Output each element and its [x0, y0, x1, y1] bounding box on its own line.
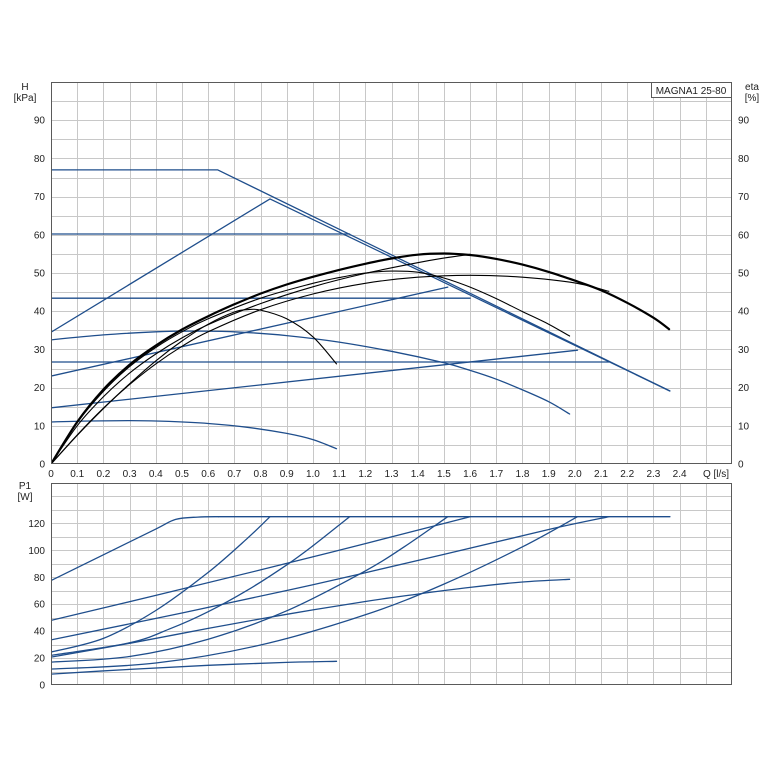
model-label: MAGNA1 25-80	[656, 86, 727, 97]
power-curve	[51, 516, 220, 582]
efficiency-tick-label: 40	[738, 307, 750, 318]
power-plot-frame	[51, 483, 732, 685]
efficiency-curve	[51, 308, 338, 464]
efficiency-tick-label: 10	[738, 421, 750, 432]
flow-tick-label: 1.2	[358, 469, 372, 480]
efficiency-tick-label: 20	[738, 383, 750, 394]
head-axis-unit: [kPa]	[14, 93, 37, 104]
head-axis-label: H	[21, 82, 28, 93]
flow-tick-label: 0.4	[149, 469, 163, 480]
flow-tick-label: 0.2	[96, 469, 110, 480]
efficiency-curve	[51, 252, 671, 464]
flow-tick-label: 0.8	[254, 469, 268, 480]
flow-tick-label: 2.1	[594, 469, 608, 480]
head-tick-label: 20	[34, 383, 46, 394]
head-efficiency-curves	[51, 169, 671, 464]
head-plot-frame	[51, 82, 732, 464]
flow-tick-label: 1.4	[411, 469, 425, 480]
head-tick-label: 80	[34, 154, 46, 165]
power-curve	[51, 516, 579, 670]
flow-tick-label: 0.5	[175, 469, 189, 480]
head-tick-label: 60	[34, 230, 46, 241]
flow-tick-label: 1.1	[332, 469, 346, 480]
power-axis-unit: [W]	[18, 492, 33, 503]
flow-tick-label: 0.6	[201, 469, 215, 480]
head-curve	[51, 419, 338, 450]
power-grid	[51, 483, 732, 685]
flow-tick-label: 2.0	[568, 469, 582, 480]
flow-tick-label: 2.2	[620, 469, 634, 480]
power-axis-label: P1	[19, 481, 32, 492]
efficiency-tick-label: 60	[738, 230, 750, 241]
power-tick-label: 0	[39, 681, 45, 692]
power-curve	[51, 516, 610, 641]
flow-tick-label: 2.4	[673, 469, 687, 480]
efficiency-tick-label: 50	[738, 269, 750, 280]
power-tick-label: 120	[28, 519, 45, 530]
model-legend: MAGNA1 25-80	[651, 82, 732, 98]
head-curve	[51, 169, 671, 392]
head-curve	[51, 286, 449, 377]
flow-tick-label: 1.5	[437, 469, 451, 480]
head-tick-label: 90	[34, 116, 46, 127]
power-curve	[51, 516, 271, 653]
flow-tick-label: 2.3	[646, 469, 660, 480]
efficiency-tick-label: 80	[738, 154, 750, 165]
flow-tick-label: 1.0	[306, 469, 320, 480]
power-tick-label: 60	[34, 600, 46, 611]
head-tick-label: 70	[34, 192, 46, 203]
power-tick-label: 40	[34, 627, 46, 638]
head-tick-label: 50	[34, 269, 46, 280]
power-tick-label: 20	[34, 654, 46, 665]
efficiency-tick-label: 90	[738, 116, 750, 127]
power-curve	[51, 578, 571, 658]
head-tick-label: 10	[34, 421, 46, 432]
head-curve	[51, 198, 671, 392]
power-plot: P1 [W] 0 20 40 60 80 100 120	[18, 481, 732, 692]
head-efficiency-plot: MAGNA1 25-80 H [kPa] eta [%] Q [l/s] 0 10…	[14, 82, 760, 480]
power-curves	[51, 516, 671, 675]
power-tick-label: 100	[28, 546, 45, 557]
efficiency-axis-unit: [%]	[745, 93, 760, 104]
flow-tick-label: 1.3	[385, 469, 399, 480]
efficiency-curve	[51, 270, 571, 464]
model-legend-box	[651, 82, 732, 98]
head-tick-label: 0	[39, 460, 45, 471]
head-tick-labels: 0 10 20 30 40 50 60 70 80 90 0 10 20 30 40 50 60 70 80 90 0 0…	[34, 116, 750, 480]
flow-tick-label: 0.7	[227, 469, 241, 480]
flow-tick-label: 1.7	[489, 469, 503, 480]
head-tick-label: 40	[34, 307, 46, 318]
efficiency-tick-label: 70	[738, 192, 750, 203]
flow-tick-label: 0.1	[70, 469, 84, 480]
power-curve	[51, 660, 338, 675]
power-curve	[51, 516, 471, 622]
flow-axis-label: Q [l/s]	[703, 469, 729, 480]
flow-tick-label: 0.3	[123, 469, 137, 480]
head-grid	[51, 82, 732, 464]
power-tick-labels: 0 20 40 60 80 100 120	[28, 519, 45, 692]
flow-tick-label: 1.9	[542, 469, 556, 480]
flow-tick-label: 0.9	[280, 469, 294, 480]
flow-tick-label: 1.6	[463, 469, 477, 480]
power-curve	[51, 516, 449, 663]
efficiency-axis-label: eta	[745, 82, 759, 93]
head-tick-label: 30	[34, 345, 46, 356]
efficiency-tick-label: 0	[738, 460, 744, 471]
flow-tick-label: 0	[48, 469, 54, 480]
head-curve	[51, 330, 571, 415]
head-curve	[51, 349, 579, 409]
efficiency-tick-label: 30	[738, 345, 750, 356]
power-tick-label: 80	[34, 573, 46, 584]
flow-tick-label: 1.8	[516, 469, 530, 480]
